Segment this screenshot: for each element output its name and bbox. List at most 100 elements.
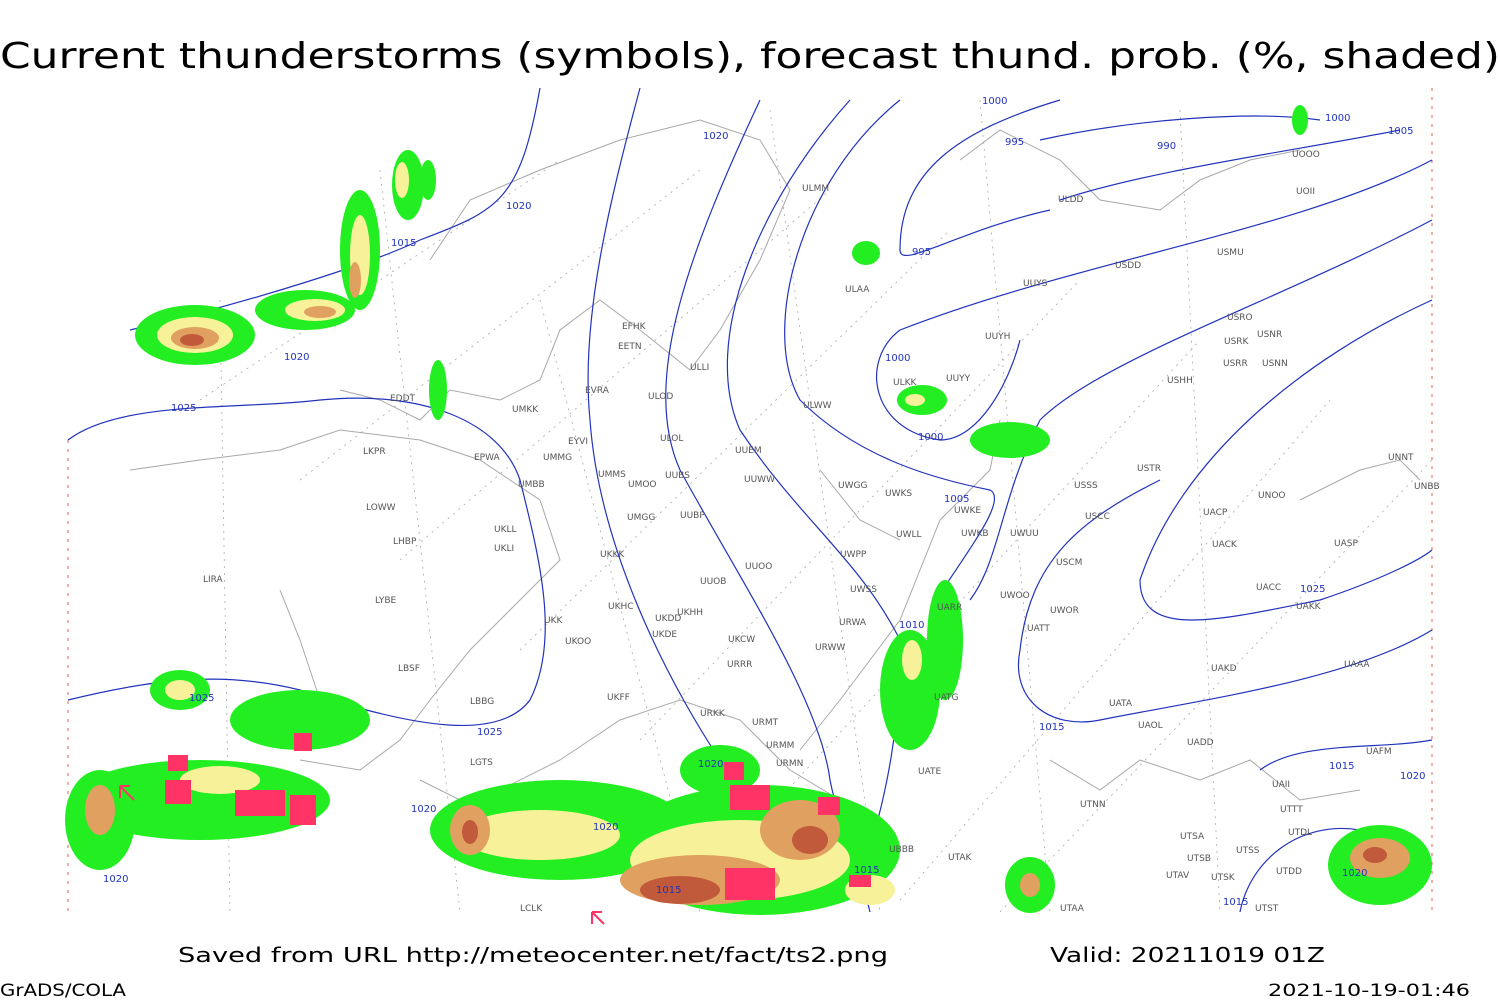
station-label: UKKK — [600, 550, 625, 560]
station-label: UASP — [1334, 539, 1358, 549]
isobar-label: 1020 — [703, 131, 728, 142]
station-label: URMT — [752, 718, 779, 728]
isobar-label: 1015 — [1329, 761, 1354, 772]
station-label: USTR — [1137, 464, 1161, 474]
isobar-label: 995 — [912, 247, 931, 258]
station-label: UMMG — [543, 453, 572, 463]
station-label: USNN — [1262, 359, 1288, 369]
station-label: URKK — [700, 709, 726, 719]
station-label: UADD — [1187, 738, 1214, 748]
isobar-label: 1015 — [1223, 897, 1248, 908]
station-label: UARR — [937, 603, 962, 613]
station-label: UTSK — [1211, 873, 1236, 883]
station-label: UUBP — [680, 511, 705, 521]
station-label: UACC — [1256, 583, 1281, 593]
station-label: EVRA — [585, 386, 610, 396]
station-label: LBBG — [470, 697, 494, 707]
station-label: UWSS — [850, 585, 877, 595]
station-label: UTAA — [1060, 904, 1085, 914]
station-label: UKCW — [728, 635, 755, 645]
station-label: UTSS — [1236, 846, 1260, 856]
station-label: UWKE — [954, 506, 981, 516]
isobar-label: 1015 — [656, 885, 681, 896]
station-label: UTST — [1255, 904, 1279, 914]
station-label: USCC — [1085, 512, 1110, 522]
station-label: UUOB — [700, 577, 726, 587]
station-label: ULKK — [893, 378, 918, 388]
station-label: UMOO — [628, 480, 657, 490]
station-label: UKLI — [494, 544, 514, 554]
isobar-label: 1025 — [171, 403, 196, 414]
station-label: UKOO — [565, 637, 591, 647]
station-label: USSS — [1074, 481, 1098, 491]
station-label: LOWW — [366, 503, 396, 513]
isobar-label: 1020 — [1400, 771, 1425, 782]
station-label: UAOL — [1138, 721, 1163, 731]
station-label: UUOO — [745, 562, 772, 572]
station-label: EFHK — [622, 322, 647, 332]
station-label: UNNT — [1388, 453, 1414, 463]
isobar-label: 1000 — [885, 353, 910, 364]
station-label: UNOO — [1258, 491, 1286, 501]
station-label: UMBB — [518, 480, 545, 490]
station-label: ULOL — [660, 434, 683, 444]
station-label: UUYY — [946, 374, 971, 384]
station-label: UACK — [1212, 540, 1238, 550]
isobar-label: 1005 — [1388, 126, 1413, 137]
isobar-label: 1020 — [698, 759, 723, 770]
station-label: UMMS — [598, 470, 626, 480]
station-label: UWUU — [1010, 529, 1039, 539]
isobar-label: 995 — [1005, 137, 1024, 148]
station-label: USNR — [1257, 330, 1282, 340]
station-label: UTAK — [948, 853, 973, 863]
station-label: URWW — [815, 643, 845, 653]
station-label: UKFF — [607, 693, 630, 703]
station-label: LHBP — [393, 537, 417, 547]
station-label: UTDL — [1288, 828, 1312, 838]
station-label: UAKK — [1296, 602, 1322, 612]
station-label: UKDE — [652, 630, 677, 640]
station-label: UATT — [1027, 624, 1050, 634]
station-label: UKHC — [608, 602, 634, 612]
isobar-label: 1020 — [506, 201, 531, 212]
valid-time: Valid: 20211019 01Z — [1050, 943, 1325, 967]
thunderstorm-probability — [65, 105, 1432, 915]
isobar-label: 1015 — [1039, 722, 1064, 733]
station-label: UTSA — [1180, 832, 1205, 842]
station-label: UOII — [1296, 187, 1315, 197]
station-label: UKLL — [494, 525, 517, 535]
isobar-label: 990 — [1157, 141, 1176, 152]
graticule — [199, 99, 1433, 913]
station-label: UUWW — [744, 475, 775, 485]
station-label: USDD — [1115, 261, 1141, 271]
isobar-label: 1000 — [982, 96, 1007, 107]
station-label: LGTS — [470, 758, 493, 768]
isobar-label: 1025 — [1300, 584, 1325, 595]
station-label: URRR — [727, 660, 752, 670]
station-label: EETN — [618, 342, 642, 352]
thunderstorm-symbols — [119, 733, 871, 925]
isobar-label: 1020 — [103, 874, 128, 885]
station-label: USHH — [1167, 376, 1193, 386]
station-label: UKK — [544, 616, 563, 626]
station-label: ULAA — [845, 285, 870, 295]
station-label: URMM — [766, 741, 794, 751]
station-label: URMN — [776, 759, 803, 769]
station-label: UKDD — [655, 614, 681, 624]
station-label: UMKK — [512, 405, 539, 415]
station-label: USRK — [1224, 337, 1250, 347]
software: GrADS/COLA — [0, 981, 126, 1000]
station-label: ULOD — [648, 392, 673, 402]
station-label: UTNN — [1080, 800, 1106, 810]
isobar-label: 1010 — [899, 620, 924, 631]
station-label: UAAA — [1344, 660, 1370, 670]
station-label: EYVI — [568, 437, 588, 447]
station-label: EDDT — [390, 394, 416, 404]
timestamp: 2021-10-19-01:46 — [1268, 981, 1470, 1000]
station-label: UAKD — [1211, 664, 1237, 674]
station-label: ULDD — [1058, 195, 1084, 205]
station-label: UWOO — [1000, 591, 1030, 601]
station-label: UWPP — [840, 550, 867, 560]
station-label: UAFM — [1366, 747, 1392, 757]
isobar-label: 1000 — [1325, 113, 1350, 124]
